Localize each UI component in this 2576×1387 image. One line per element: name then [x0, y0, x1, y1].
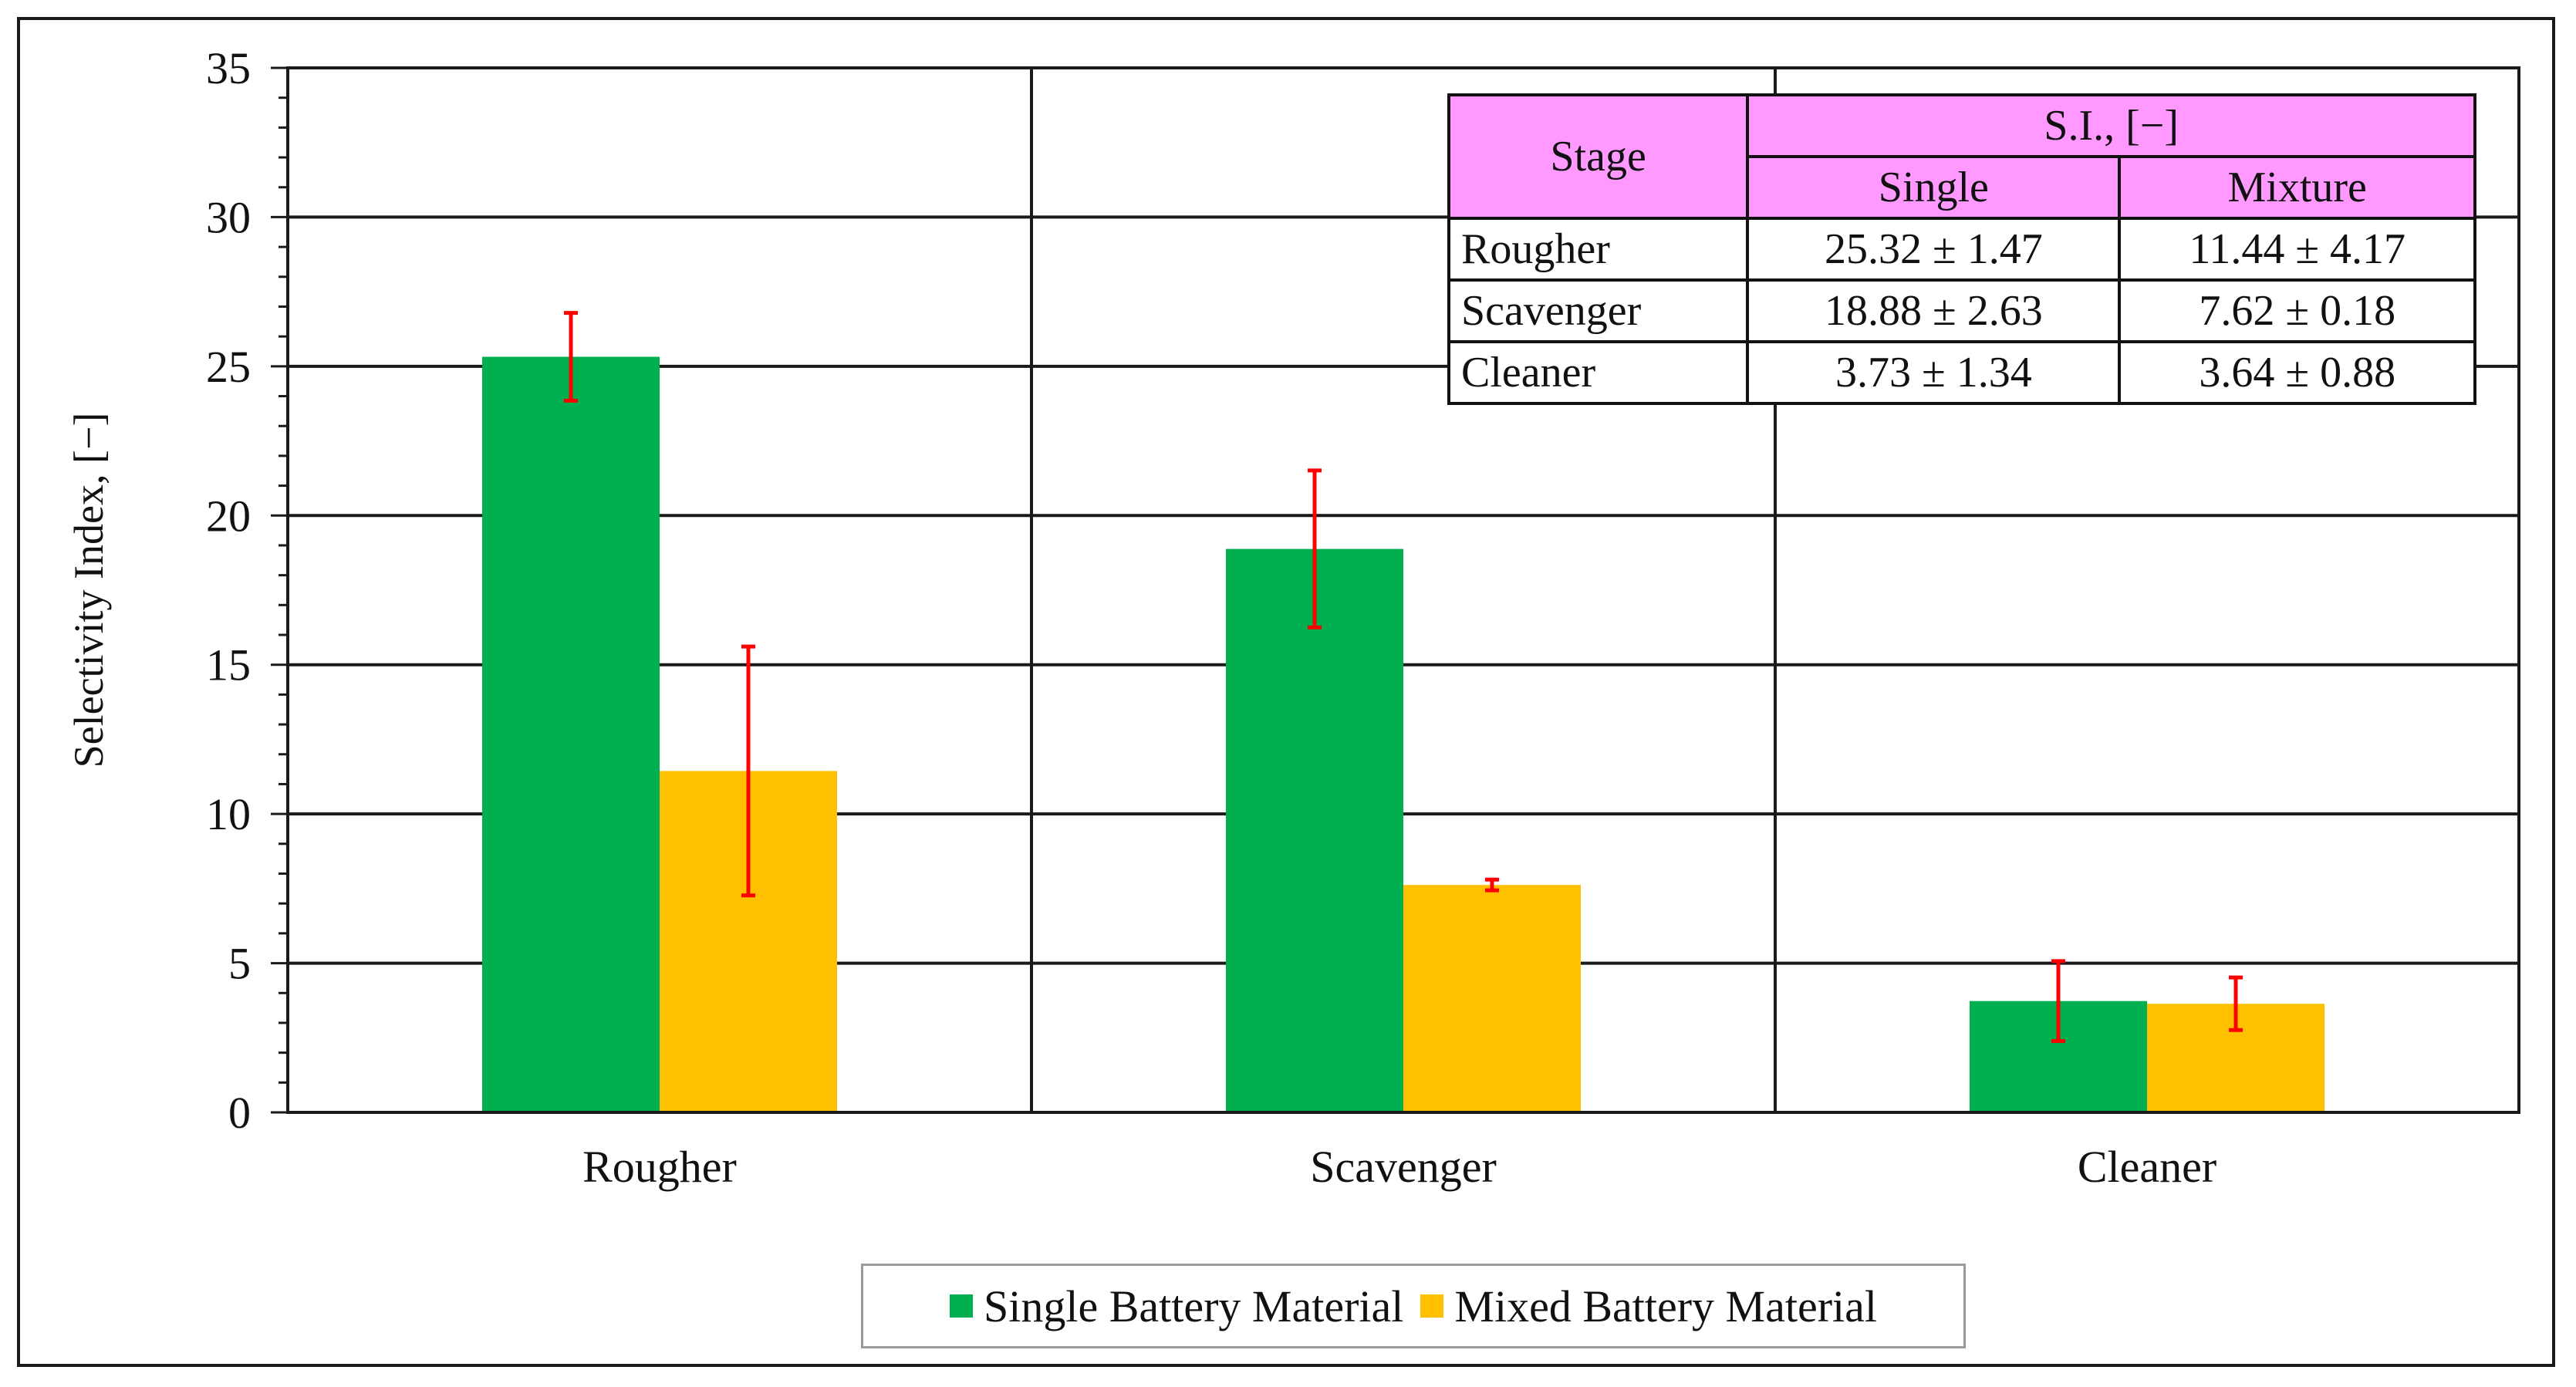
table-row: Rougher 25.32 ± 1.47 11.44 ± 4.17: [1447, 217, 2476, 282]
table-header-stage: Stage: [1447, 93, 1750, 220]
bar-single: [482, 356, 660, 1112]
table-row: Cleaner 3.73 ± 1.34 3.64 ± 0.88: [1447, 340, 2476, 405]
bar-mixed: [1403, 885, 1581, 1112]
y-axis-label: Selectivity Index, [−]: [66, 413, 112, 768]
legend-label-single: Single Battery Material: [983, 1281, 1404, 1331]
x-category-label: Scavenger: [1310, 1142, 1497, 1192]
table-cell-mixture: 11.44 ± 4.17: [2118, 217, 2476, 282]
table-header-mixture: Mixture: [2118, 155, 2476, 220]
chart-legend: Single Battery Material Mixed Battery Ma…: [861, 1264, 1966, 1348]
plot-area-border: [286, 66, 2520, 1114]
table-cell-single: 18.88 ± 2.63: [1746, 278, 2122, 343]
table-row: Scavenger 18.88 ± 2.63 7.62 ± 0.18: [1447, 278, 2476, 343]
table-cell-single: 3.73 ± 1.34: [1746, 340, 2122, 405]
table-cell-stage: Rougher: [1447, 217, 1750, 282]
selectivity-index-table: Stage S.I., [−] Single Mixture Rougher 2…: [1447, 93, 2476, 405]
table-cell-single: 25.32 ± 1.47: [1746, 217, 2122, 282]
y-tick-label: 5: [228, 939, 251, 989]
legend-item-mixed: Mixed Battery Material: [1420, 1281, 1877, 1332]
table-subheader-row: Single Mixture: [1449, 155, 2476, 220]
table-header-row: Stage S.I., [−]: [1447, 93, 2476, 220]
y-tick-label: 25: [206, 342, 251, 392]
table-cell-stage: Scavenger: [1447, 278, 1750, 343]
y-tick-label: 15: [206, 640, 251, 690]
legend-swatch-single: [949, 1294, 973, 1318]
legend-item-single: Single Battery Material: [949, 1281, 1404, 1332]
x-category-label: Rougher: [582, 1142, 737, 1192]
x-category-label: Cleaner: [2078, 1142, 2216, 1192]
table-header-single: Single: [1746, 155, 2122, 220]
y-tick-label: 20: [206, 491, 251, 541]
legend-label-mixed: Mixed Battery Material: [1454, 1281, 1877, 1331]
y-tick-label: 0: [228, 1088, 251, 1138]
legend-swatch-mixed: [1420, 1294, 1444, 1318]
table-cell-mixture: 7.62 ± 0.18: [2118, 278, 2476, 343]
y-tick-label: 10: [206, 789, 251, 839]
table-cell-mixture: 3.64 ± 0.88: [2118, 340, 2476, 405]
table-header-si: S.I., [−]: [1746, 93, 2476, 158]
y-tick-label: 30: [206, 192, 251, 242]
y-tick-label: 35: [206, 43, 251, 93]
table-cell-stage: Cleaner: [1447, 340, 1750, 405]
bar-single: [1226, 548, 1403, 1112]
